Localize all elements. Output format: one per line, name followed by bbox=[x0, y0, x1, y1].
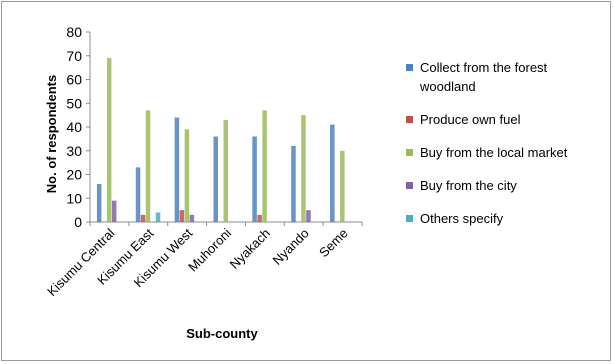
bar bbox=[140, 214, 146, 222]
bar bbox=[189, 214, 195, 222]
y-tick-label: 10 bbox=[66, 190, 82, 206]
y-tick-label: 50 bbox=[66, 95, 82, 111]
bar bbox=[301, 115, 306, 222]
legend-swatch bbox=[406, 64, 413, 71]
x-tick-label: Seme bbox=[316, 226, 351, 261]
legend-item: Produce own fuel bbox=[406, 110, 606, 129]
chart-legend: Collect from the forest woodland Produce … bbox=[406, 58, 606, 228]
legend-item: Collect from the forest woodland bbox=[406, 58, 606, 96]
x-tick-label: Kisumu Central bbox=[44, 225, 118, 299]
bar bbox=[145, 110, 151, 222]
y-tick-label: 30 bbox=[66, 143, 82, 159]
y-axis-title: No. of respondents bbox=[44, 75, 59, 193]
bar bbox=[135, 167, 141, 222]
legend-label: Buy from the local market bbox=[420, 145, 568, 160]
legend-label: Buy from the city bbox=[420, 178, 517, 193]
bar bbox=[330, 124, 335, 222]
legend-item: Buy from the city bbox=[406, 176, 606, 195]
bar bbox=[291, 146, 296, 222]
legend-swatch bbox=[406, 182, 413, 189]
y-tick-label: 0 bbox=[74, 214, 82, 230]
bar bbox=[213, 136, 218, 222]
bar bbox=[111, 200, 117, 222]
x-tick-label: Nyando bbox=[270, 226, 312, 268]
legend-swatch bbox=[406, 116, 413, 123]
x-tick-label: Muhoroni bbox=[185, 225, 234, 274]
bar bbox=[179, 210, 185, 222]
y-tick-label: 70 bbox=[66, 48, 82, 64]
bar bbox=[184, 129, 190, 222]
bar bbox=[155, 212, 161, 222]
legend-item: Others specify bbox=[406, 209, 606, 228]
legend-swatch bbox=[406, 215, 413, 222]
bar bbox=[252, 136, 257, 222]
bar bbox=[174, 117, 180, 222]
bar bbox=[96, 184, 102, 222]
y-tick-label: 40 bbox=[66, 119, 82, 135]
y-tick-label: 60 bbox=[66, 72, 82, 88]
legend-label: Collect from the forest woodland bbox=[420, 60, 548, 94]
bar bbox=[340, 150, 345, 222]
bar bbox=[257, 214, 262, 222]
legend-label: Produce own fuel bbox=[420, 112, 521, 127]
y-tick-label: 20 bbox=[66, 167, 82, 183]
bar bbox=[306, 210, 311, 222]
x-axis-title: Sub-county bbox=[186, 326, 258, 341]
bar bbox=[223, 119, 228, 222]
y-tick-label: 80 bbox=[66, 24, 82, 40]
legend-swatch bbox=[406, 149, 413, 156]
x-tick-label: Nyakach bbox=[227, 226, 273, 272]
legend-item: Buy from the local market bbox=[406, 143, 606, 162]
legend-label: Others specify bbox=[420, 211, 504, 226]
bar bbox=[262, 110, 267, 222]
bar bbox=[106, 58, 112, 222]
